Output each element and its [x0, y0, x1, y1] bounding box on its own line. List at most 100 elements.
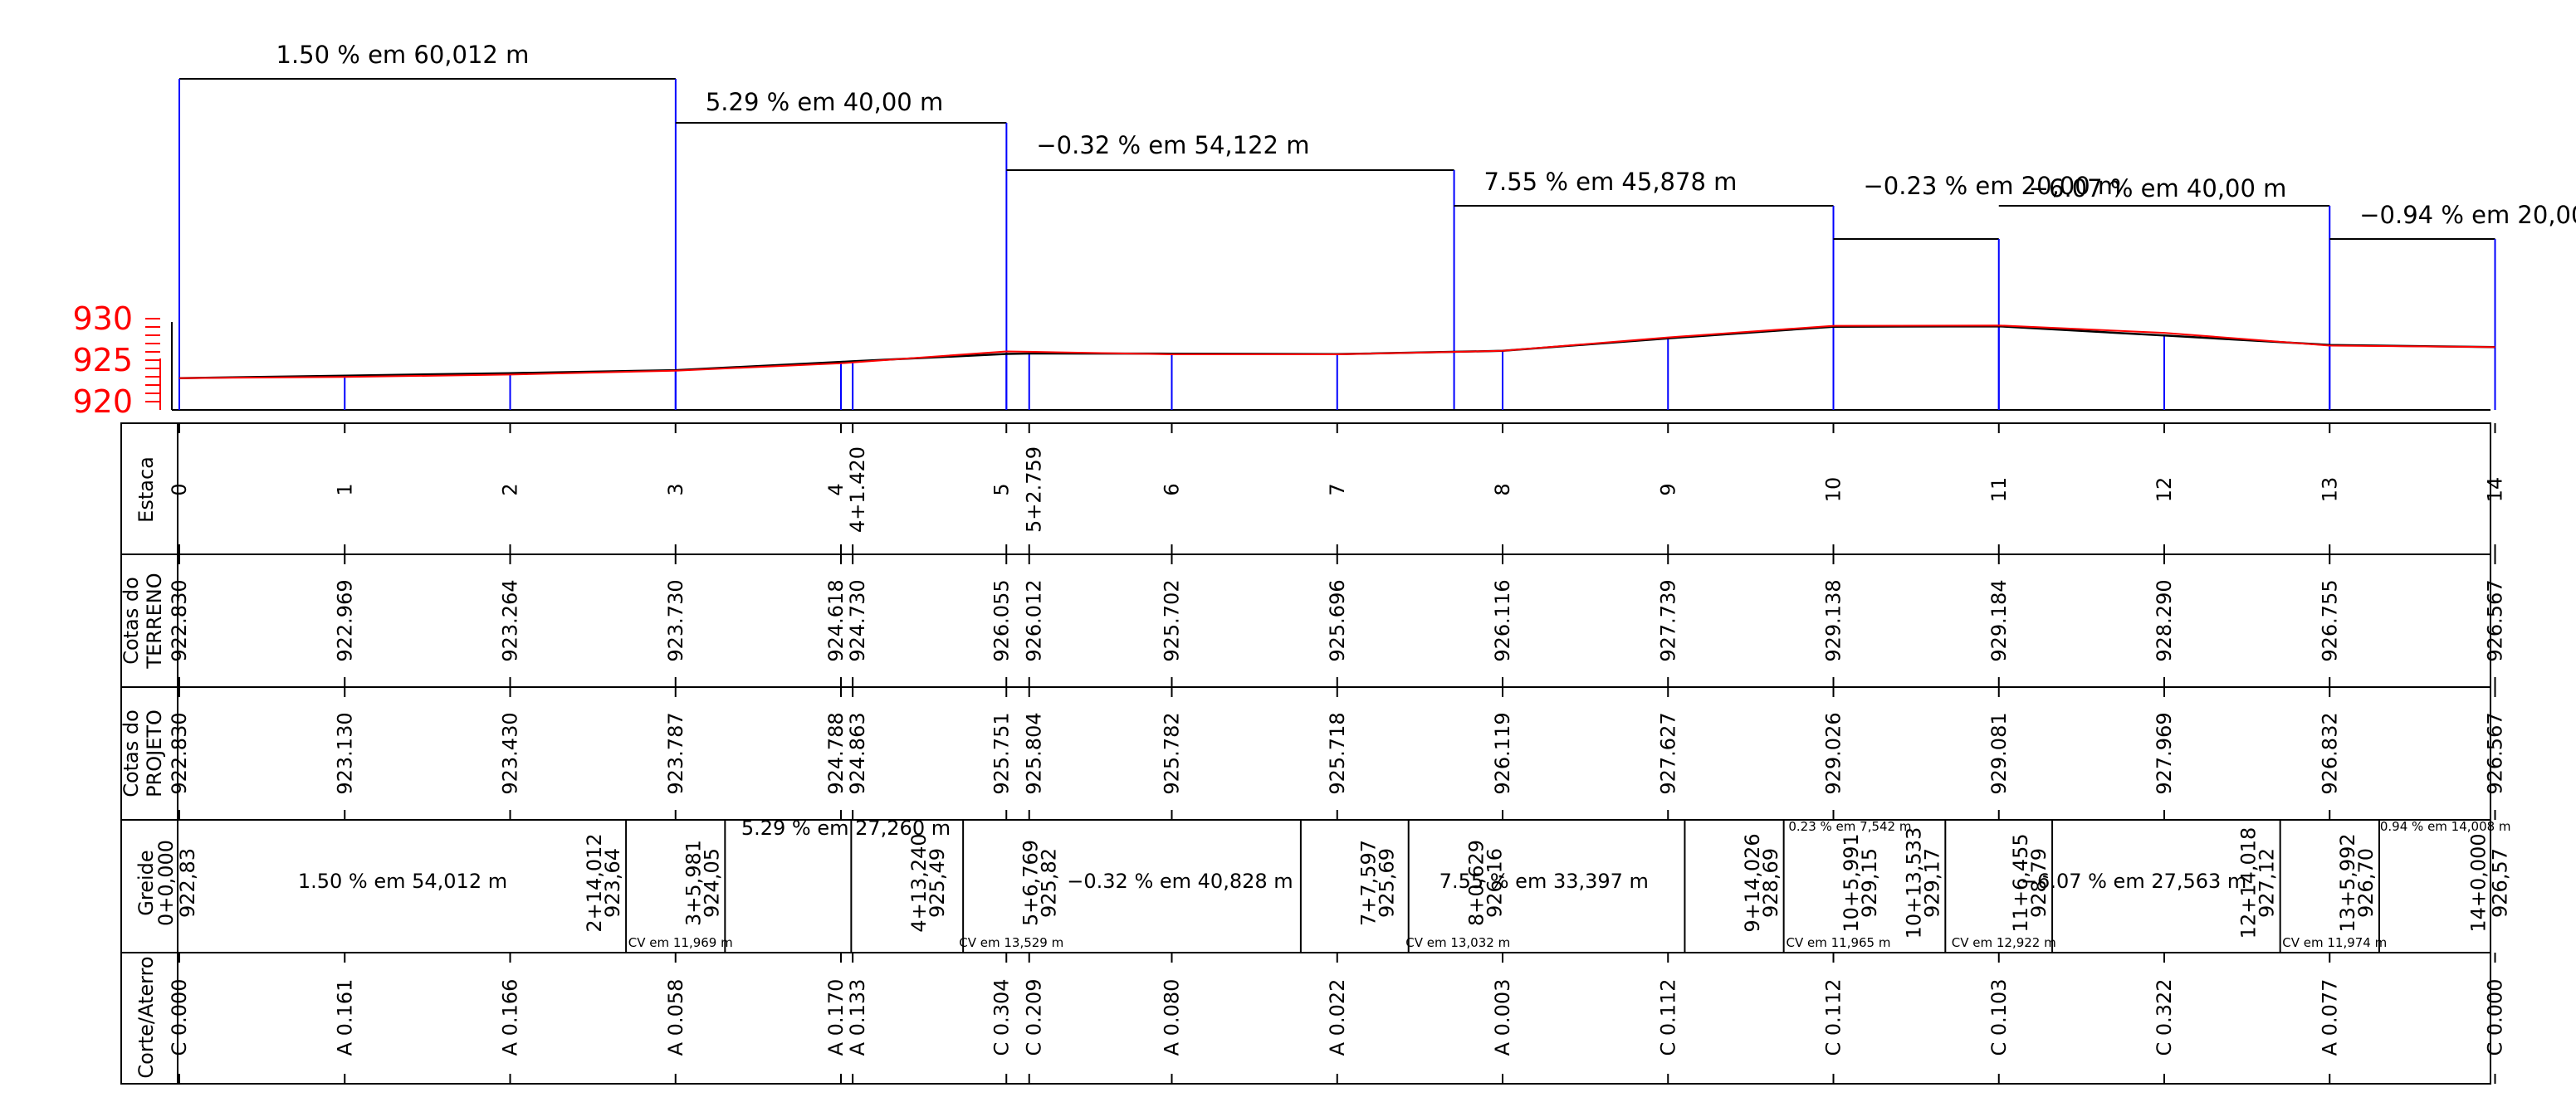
greide-elevation: 922,83: [176, 848, 199, 918]
estaca-label: 3: [664, 483, 687, 495]
greide-tangent-label: 0.94 % em 14,008 m: [2380, 819, 2511, 834]
greide-elevation: 929,15: [1858, 848, 1881, 918]
greide-elevation: 926,70: [2354, 848, 2378, 918]
terreno-value: 922.969: [333, 579, 356, 661]
terrain-profile-line: [178, 324, 2495, 379]
greide-station: 10+13,533: [1902, 827, 1925, 939]
estaca-label: 5+2.759: [1023, 446, 1046, 533]
greide-elevation: 928,69: [1759, 848, 1782, 918]
estaca-label: 4: [824, 483, 848, 495]
estaca-label: 12: [2153, 477, 2176, 503]
terreno-value: 924.618: [824, 579, 848, 661]
estaca-label: 0: [168, 483, 191, 495]
terreno-value: 923.264: [499, 579, 522, 661]
row-title-projeto-line1: Cotas do: [120, 709, 143, 797]
estaca-label: 14: [2484, 477, 2507, 503]
greide-station: 7+7,597: [1356, 840, 1380, 926]
projeto-value: 926.119: [1491, 712, 1514, 794]
corte-aterro-value: A 0.022: [1326, 979, 1349, 1056]
greide-station: 9+14,026: [1741, 833, 1764, 932]
greide-station: 0+0,000: [154, 840, 178, 926]
row-title-projeto-line2: PROJETO: [143, 709, 166, 797]
greide-station: 10+5,991: [1840, 833, 1863, 932]
terreno-value: 924.730: [846, 579, 869, 661]
terreno-value: 929.184: [1987, 579, 2011, 661]
greide-elevation: 928,79: [2027, 848, 2051, 918]
estaca-label: 6: [1161, 483, 1184, 495]
corte-aterro-value: A 0.058: [664, 979, 687, 1056]
corte-aterro-value: C 0.103: [1987, 978, 2011, 1056]
estaca-label: 7: [1326, 483, 1349, 495]
terreno-value: 929.138: [1822, 579, 1845, 661]
projeto-value: 923.130: [333, 712, 356, 794]
row-title-terreno-line1: Cotas do: [120, 577, 143, 665]
grade-label: −0.23 % em 20,00 m: [1864, 172, 2122, 200]
estaca-label: 9: [1656, 483, 1679, 495]
projeto-value: 927.969: [2153, 712, 2176, 794]
greide-elevation: 927,12: [2256, 848, 2279, 918]
greide-station: 5+6,769: [1019, 840, 1043, 926]
greide-tangent-label: 0.23 % em 7,542 m: [1788, 819, 1911, 834]
greide-curve-label: CV em 13,032 m: [1405, 935, 1510, 950]
elevation-axis-label: 925: [72, 342, 133, 378]
terreno-value: 925.702: [1161, 579, 1184, 661]
projeto-value: 923.430: [499, 712, 522, 794]
terreno-value: 923.730: [664, 579, 687, 661]
projeto-value: 926.567: [2484, 712, 2507, 794]
projeto-value: 925.782: [1161, 712, 1184, 794]
corte-aterro-value: C 0.000: [2484, 978, 2507, 1056]
terreno-value: 928.290: [2153, 579, 2176, 661]
projeto-value: 925.718: [1326, 712, 1349, 794]
corte-aterro-value: C 0.322: [2153, 978, 2176, 1056]
corte-aterro-value: A 0.077: [2318, 979, 2341, 1056]
projeto-value: 925.804: [1023, 712, 1046, 794]
table-frame: [120, 422, 2491, 1085]
greide-station: 14+0,000: [2467, 833, 2490, 932]
terreno-value: 927.739: [1656, 579, 1679, 661]
projeto-value: 929.026: [1822, 712, 1845, 794]
profile-lines: [172, 324, 2496, 411]
greide-tangent-label: −6.07 % em 27,563 m: [2021, 870, 2246, 893]
projeto-value: 924.863: [846, 712, 869, 794]
row-title-corte-aterro: Corte/Aterro: [134, 956, 158, 1078]
projeto-value: 926.832: [2318, 712, 2341, 794]
corte-aterro-value: C 0.209: [1023, 978, 1046, 1056]
greide-curve-label: CV em 12,922 m: [1952, 935, 2056, 950]
greide-tangent-label: 1.50 % em 54,012 m: [298, 870, 507, 893]
projeto-value: 924.788: [824, 712, 848, 794]
estaca-label: 8: [1491, 483, 1514, 495]
greide-elevation: 926,16: [1483, 848, 1506, 918]
projeto-value: 925.751: [990, 712, 1013, 794]
greide-elevation: 925,69: [1375, 848, 1398, 918]
estaca-label: 11: [1987, 477, 2011, 503]
corte-aterro-value: A 0.161: [333, 979, 356, 1056]
grade-brackets: 1.50 % em 60,012 m 5.29 % em 40,00 m −0.32…: [178, 41, 2576, 410]
greide-elevation: 925,49: [926, 848, 949, 918]
corte-aterro-value: A 0.170: [824, 979, 848, 1056]
greide-station: 13+5,992: [2336, 833, 2359, 932]
terreno-value: 926.055: [990, 579, 1013, 661]
elevation-axis: 930 925 920: [72, 300, 173, 420]
greide-station: 3+5,981: [682, 840, 705, 926]
greide-tangent-label: 5.29 % em 27,260 m: [741, 817, 951, 840]
terreno-value: 926.755: [2318, 579, 2341, 661]
terreno-value: 926.116: [1491, 579, 1514, 661]
estaca-label: 5: [990, 483, 1013, 495]
estaca-label: 13: [2318, 477, 2341, 503]
terreno-value: 926.012: [1023, 579, 1046, 661]
greide-station: 11+6,455: [2009, 833, 2032, 932]
grade-label: −0.94 % em 20,00 m: [2359, 201, 2576, 229]
corte-aterro-value: A 0.133: [846, 979, 869, 1056]
greide-tangent-label: 7.55 % em 33,397 m: [1440, 870, 1649, 893]
greide-elevation: 926,57: [2489, 848, 2512, 918]
terreno-value: 922.830: [168, 579, 191, 661]
corte-aterro-value: A 0.003: [1491, 979, 1514, 1056]
row-title-terreno-line2: TERRENO: [143, 573, 166, 669]
grade-label: −6.07 % em 40,00 m: [2029, 174, 2287, 202]
greide-station: 2+14,012: [583, 833, 606, 932]
corte-aterro-value: C 0.112: [1656, 978, 1679, 1056]
projeto-value: 923.787: [664, 712, 687, 794]
corte-aterro-value: A 0.166: [499, 979, 522, 1056]
terreno-value: 926.567: [2484, 579, 2507, 661]
